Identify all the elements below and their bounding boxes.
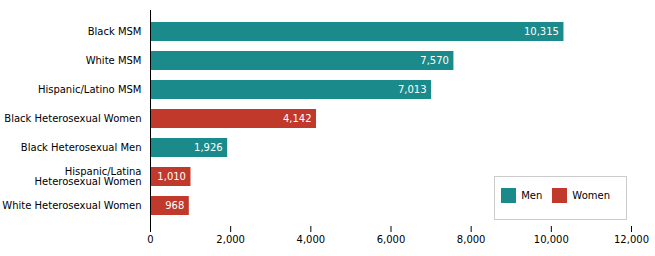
svg-text:Black MSM: Black MSM [88,26,142,37]
svg-text:0: 0 [147,234,153,245]
svg-text:10,000: 10,000 [534,234,569,245]
svg-text:Black Heterosexual Men: Black Heterosexual Men [21,142,142,153]
svg-text:4,142: 4,142 [283,113,312,124]
svg-text:4,000: 4,000 [297,234,326,245]
svg-text:Hispanic/Latino MSM: Hispanic/Latino MSM [38,84,142,95]
svg-text:968: 968 [165,200,184,211]
svg-text:1,926: 1,926 [194,142,223,153]
svg-text:White Heterosexual Women: White Heterosexual Women [2,200,141,211]
svg-text:6,000: 6,000 [377,234,406,245]
svg-text:8,000: 8,000 [457,234,486,245]
svg-text:7,013: 7,013 [398,84,427,95]
svg-text:7,570: 7,570 [420,55,449,66]
html-text:Women: Women [572,190,610,201]
svg-text:10,315: 10,315 [524,26,559,37]
svg-text:Hispanic/LatinaHeterosexual Wo: Hispanic/LatinaHeterosexual Women [35,166,142,187]
svg-text:White MSM: White MSM [86,55,142,66]
html-text:Men: Men [521,190,543,201]
svg-text:12,000: 12,000 [614,234,649,245]
svg-text:2,000: 2,000 [216,234,245,245]
svg-text:1,010: 1,010 [157,171,186,182]
svg-text:Black Heterosexual Women: Black Heterosexual Women [4,113,141,124]
